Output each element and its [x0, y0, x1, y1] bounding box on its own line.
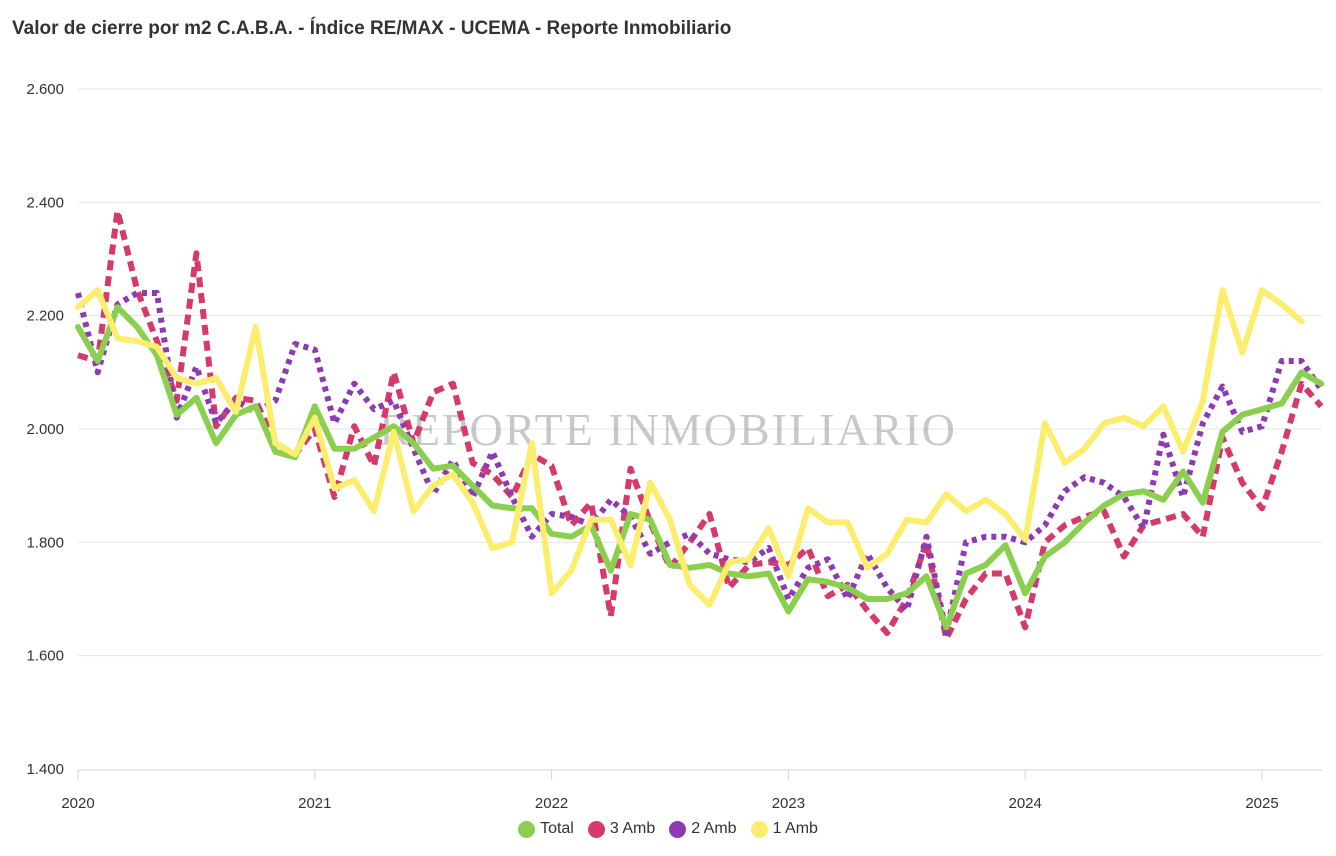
series-line-total: [75, 304, 1325, 631]
chart-title: Valor de cierre por m2 C.A.B.A. - Índice…: [12, 18, 732, 39]
x-tick-label: 2020: [61, 795, 94, 812]
legend-swatch-total: [518, 820, 536, 838]
legend-label-3-amb: 3 Amb: [609, 820, 656, 837]
x-axis: 2020 2021 2022 2023 2024 2025: [61, 769, 1322, 812]
x-tick-label: 2025: [1245, 795, 1278, 812]
y-tick-label: 2.200: [26, 308, 64, 325]
y-tick-label: 2.400: [26, 194, 64, 211]
legend-swatch-1-amb: [750, 820, 768, 838]
y-tick-label: 1.400: [26, 761, 64, 778]
legend-swatch-3-amb: [587, 820, 605, 838]
legend-item-3-amb[interactable]: 3 Amb: [587, 820, 656, 838]
x-tick-label: 2022: [535, 795, 568, 812]
y-tick-label: 1.800: [26, 534, 64, 551]
legend-item-2-amb[interactable]: 2 Amb: [669, 820, 737, 838]
x-tick-label: 2023: [772, 795, 805, 812]
legend-item-1-amb[interactable]: 1 Amb: [750, 820, 818, 838]
series-line-1-amb: [75, 287, 1305, 608]
legend-label-2-amb: 2 Amb: [691, 820, 737, 837]
legend-label-total: Total: [540, 820, 574, 837]
legend-item-total[interactable]: Total: [518, 820, 574, 838]
y-tick-label: 1.600: [26, 648, 64, 665]
legend-swatch-2-amb: [669, 820, 687, 838]
y-axis: 1.400 1.600 1.800 2.000 2.200 2.400 2.600: [26, 81, 64, 778]
series-lines: [75, 207, 1325, 642]
x-tick-label: 2024: [1009, 795, 1042, 812]
watermark: REPORTE INMOBILIARIO: [379, 404, 957, 455]
y-tick-label: 2.000: [26, 421, 64, 438]
x-tick-label: 2021: [298, 795, 331, 812]
y-tick-label: 2.600: [26, 81, 64, 98]
legend-label-1-amb: 1 Amb: [772, 820, 818, 837]
legend: Total 3 Amb 2 Amb 1 Amb: [0, 820, 1336, 838]
series-line-2-amb: [75, 290, 1324, 636]
